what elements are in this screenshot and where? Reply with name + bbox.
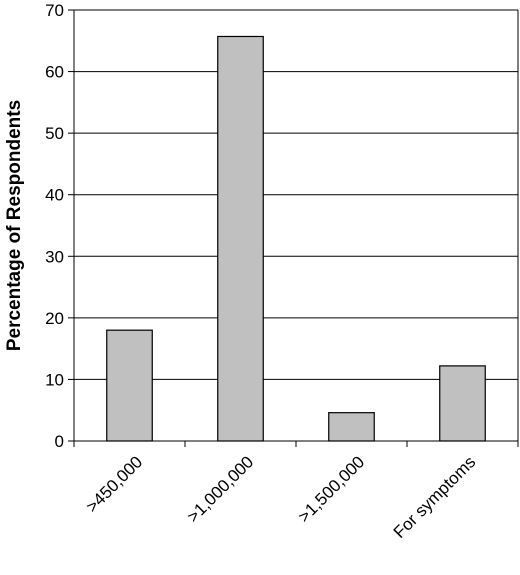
- bar: [217, 35, 264, 442]
- x-category-labels: >450,000 >1,000,000 >1,500,000 For symptoms: [82, 452, 479, 542]
- y-tick-label: 70: [45, 1, 64, 20]
- y-tick-label: 20: [45, 309, 64, 328]
- y-tick-label: 30: [45, 247, 64, 266]
- gridlines: [74, 9, 518, 380]
- x-category-label: >1,000,000: [183, 452, 257, 526]
- y-tick-labels: 0 10 20 30 40 50 60 70: [45, 1, 64, 451]
- y-tick-label: 40: [45, 186, 64, 205]
- axes: [68, 9, 519, 447]
- x-category-label: >450,000: [82, 452, 146, 516]
- bar: [106, 329, 153, 442]
- y-tick-label: 10: [45, 370, 64, 389]
- x-category-label: >1,500,000: [294, 452, 368, 526]
- y-tick-label: 0: [55, 432, 64, 451]
- y-axis-title: Percentage of Respondents: [4, 100, 25, 351]
- bar: [439, 365, 486, 442]
- bar: [328, 412, 375, 442]
- y-tick-label: 50: [45, 124, 64, 143]
- y-tick-label: 60: [45, 63, 64, 82]
- bars: [106, 35, 486, 442]
- x-category-label: For symptoms: [390, 452, 480, 542]
